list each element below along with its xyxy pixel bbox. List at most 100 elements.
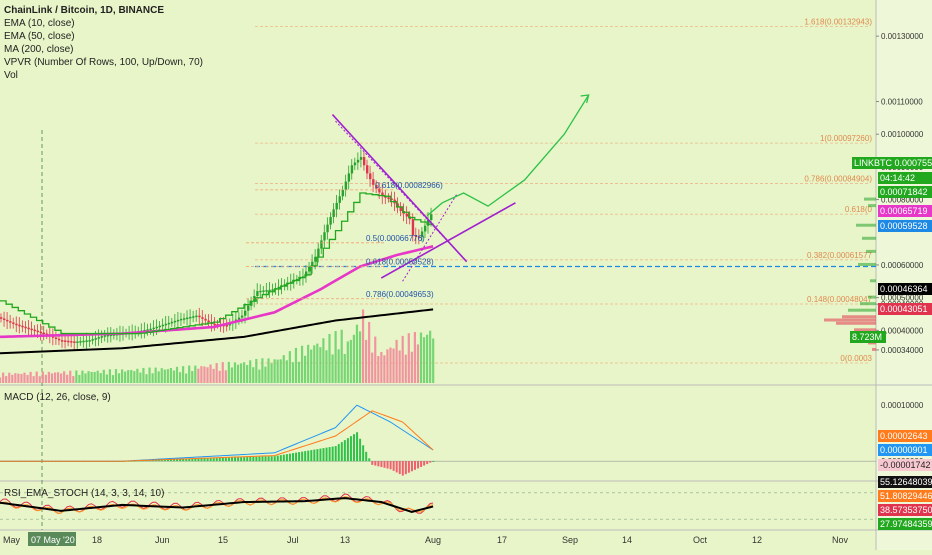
macd-hist-bar [386,461,389,469]
volume-bar [310,349,313,383]
candle-body [0,317,3,319]
macd-hist-bar [322,448,325,462]
candle-body [308,266,311,272]
candle-body [73,341,76,343]
price-tick-label: 0.00040000 [881,326,924,335]
macd-hist-bar [148,460,151,462]
candle-body [335,202,338,210]
date-cursor-bg [28,532,76,546]
volume-bar [108,369,111,383]
macd-hist-bar [414,461,416,470]
volume-bar [371,352,374,383]
indicator-ema50[interactable]: EMA (50, close) [4,31,75,42]
chart-title: ChainLink / Bitcoin, 1D, BINANCE [4,5,165,16]
date-tick-label: Nov [832,535,849,545]
rsi-badge-1: 55.12648039 [878,476,932,488]
macd-hist-bar [166,459,169,462]
volume-bar [139,372,142,383]
date-tick-label: Jun [155,535,170,545]
indicator-ema10[interactable]: EMA (10, close) [4,18,75,29]
date-tick-label: 15 [218,535,228,545]
price-tick-label: 0.00130000 [881,32,924,41]
candle-body [61,340,64,342]
volume-bar [93,371,96,383]
volume-bar [78,374,81,383]
candle-body [167,322,171,325]
candle-body [225,325,229,327]
volume-bar [90,371,93,383]
macd-hist-bar [258,456,261,462]
candle-body [305,271,308,277]
ema10-line [0,192,434,335]
candle-body [204,318,207,321]
candle-body [341,189,344,197]
volume-bar [209,364,212,383]
volume-bar [291,362,294,383]
candle-body [164,323,168,326]
candle-body [15,323,18,326]
volume-bar [102,369,105,383]
candle-body [30,328,33,331]
volume-bar [148,367,151,383]
fib-label: 0.382(0.00061577 [807,251,873,260]
macd-hist-bar [319,448,322,462]
ema10-badge: 0.00071842 [878,186,932,198]
candle-body [97,337,100,339]
vpvr-bar [858,262,876,266]
volume-bar [432,338,435,383]
vpvr-poc-badge: 0.00043051 [878,303,932,315]
price-tick-label: 0.00050000 [881,294,924,303]
candle-body [332,209,335,218]
macd-hist-bar [288,453,291,462]
candle-body [384,196,387,198]
vpvr-bar [854,328,876,332]
candle-body [405,213,409,217]
macd-hist-bar [298,452,301,462]
macd-hist-bar [404,461,407,475]
candle-body [262,290,265,292]
macd-hist-bar [316,449,319,462]
candle-body [176,319,180,322]
indicator-vpvr[interactable]: VPVR (Number Of Rows, 100, Up/Down, 70) [4,57,203,68]
price-tick-label: 0.00060000 [881,261,924,270]
candle-body [51,336,55,338]
candle-body [195,315,198,318]
volume-bar [84,373,87,383]
volume-bar [328,333,331,383]
volume-bar [276,359,279,383]
volume-bar [331,354,334,383]
macd-hist-bar [331,446,334,462]
macd-hist-bar [200,458,203,462]
macd-hist-bar [194,458,197,462]
macd-hist-bar [182,459,185,462]
candle-body [36,330,39,333]
indicator-vol[interactable]: Vol [4,70,18,81]
macd-hist-bar [276,455,279,462]
candle-body [186,317,189,320]
volume-bar [160,368,163,383]
volume-bar [361,309,365,383]
volume-bar [413,332,416,383]
macd-hist-bar [420,461,423,467]
candle-body [314,256,317,262]
volume-bar [185,373,188,383]
volume-bar [264,366,267,383]
volume-bar [374,336,377,383]
volume-bar [285,360,288,383]
volume-bar [294,347,298,383]
volume-bar [166,369,169,383]
volume-bar [105,374,108,383]
rsi-title[interactable]: RSI_EMA_STOCH (14, 3, 3, 14, 10) [4,488,165,499]
macd-hist-bar [346,438,349,462]
date-tick-label: Jul [287,535,299,545]
macd-hist-bar [356,432,359,462]
macd-title[interactable]: MACD (12, 26, close, 9) [4,392,111,403]
volume-bar [188,365,191,383]
vpvr-bar [824,318,876,322]
volume-bar [11,374,14,383]
indicator-ma200[interactable]: MA (200, close) [4,44,74,55]
volume-bar [352,334,355,383]
volume-bar [87,371,90,383]
